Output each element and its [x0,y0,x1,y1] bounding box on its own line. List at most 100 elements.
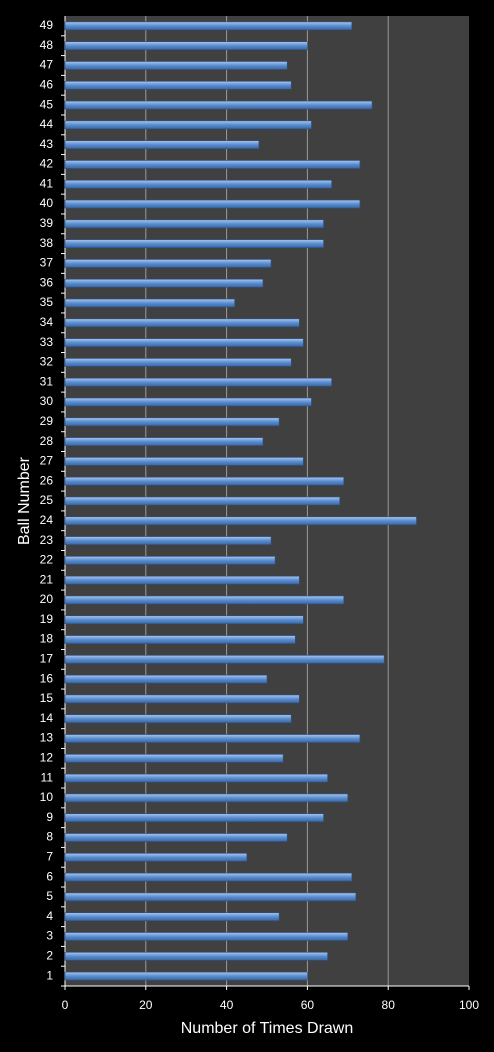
y-tick-label: 17 [40,652,54,666]
bar [64,140,260,149]
bar [64,952,328,961]
y-tick-label: 30 [40,394,54,408]
y-tick-label: 45 [40,97,54,111]
bar [64,476,345,486]
bar [64,437,264,446]
x-tick-label: 40 [220,998,234,1012]
bar [64,872,353,882]
bar [64,635,296,644]
y-tick-label: 12 [40,751,54,765]
bar [64,496,341,506]
bar [64,259,272,268]
y-tick-label: 32 [40,355,54,369]
y-tick-label: 1 [46,968,53,982]
bar [64,912,280,922]
bar [64,813,324,823]
bar [64,417,280,427]
bar [64,793,349,803]
y-tick-label: 39 [40,216,54,230]
y-tick-label: 21 [40,572,54,586]
x-tick-label: 20 [139,998,153,1012]
x-axis-title: Number of Times Drawn [181,1020,354,1037]
y-tick-label: 11 [41,770,54,784]
bar [64,734,361,743]
bar [64,21,353,31]
y-tick-label: 31 [40,374,54,388]
y-tick-label: 42 [40,157,54,171]
bar [64,556,276,565]
y-tick-label: 4 [46,909,53,923]
y-tick-label: 48 [40,38,54,52]
bar [64,358,292,367]
y-tick-label: 33 [40,335,54,349]
y-tick-label: 18 [40,632,54,646]
bar [64,338,304,347]
y-tick-label: 37 [40,256,54,270]
bar [64,100,373,110]
x-tick-label: 100 [459,998,479,1012]
bar [64,615,304,625]
y-tick-label: 44 [40,117,54,131]
bar [64,714,292,724]
y-tick-label: 16 [40,671,54,685]
y-tick-label: 24 [40,513,54,527]
bar [64,932,349,941]
bar [64,516,417,526]
bar [64,674,268,684]
y-tick-label: 41 [40,176,54,190]
y-tick-label: 46 [40,77,54,91]
bar [64,120,312,130]
bar [64,377,332,387]
y-tick-label: 10 [40,790,54,804]
y-tick-label: 8 [46,830,53,844]
bar [64,61,288,70]
bar [64,457,304,466]
x-tick-label: 0 [62,998,69,1012]
y-tick-label: 47 [40,58,54,72]
y-tick-label: 22 [40,553,54,567]
bar [64,397,312,407]
y-tick-label: 36 [40,275,54,289]
y-tick-label: 49 [40,18,54,32]
y-tick-label: 13 [40,731,54,745]
y-tick-label: 3 [46,929,53,943]
y-axis-title: Ball Number [16,456,33,545]
y-tick-label: 2 [46,948,53,962]
bar [64,892,357,902]
y-tick-label: 19 [40,612,54,626]
y-tick-label: 15 [40,691,54,705]
bar [64,773,328,783]
bar [64,219,324,229]
y-tick-label: 43 [40,137,54,151]
bar [64,298,235,308]
bar [64,971,308,981]
y-tick-label: 34 [40,315,54,329]
bar [64,80,292,90]
bar [64,575,300,585]
y-tick-label: 9 [46,810,53,824]
bar [64,536,272,545]
bar [64,199,361,209]
x-tick-label: 60 [301,998,315,1012]
bar [64,239,324,248]
bar [64,595,345,605]
y-tick-label: 38 [40,236,54,250]
bar [64,754,284,763]
y-tick-label: 35 [40,295,54,309]
y-tick-label: 23 [40,533,54,547]
bar [64,278,264,288]
x-tick-label: 80 [382,998,396,1012]
y-tick-label: 20 [40,592,54,606]
bar [64,179,332,189]
y-tick-label: 7 [46,849,53,863]
y-tick-label: 28 [40,434,54,448]
bar [64,41,308,50]
y-tick-label: 27 [40,454,54,468]
bar [64,853,248,862]
y-tick-label: 26 [40,473,54,487]
y-tick-label: 40 [40,196,54,210]
y-tick-label: 25 [40,493,54,507]
bar [64,160,361,169]
y-tick-label: 6 [46,869,53,883]
